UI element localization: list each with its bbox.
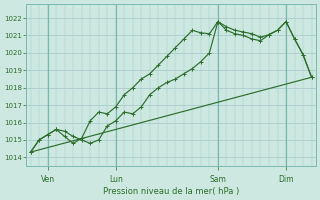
X-axis label: Pression niveau de la mer( hPa ): Pression niveau de la mer( hPa ) <box>103 187 239 196</box>
